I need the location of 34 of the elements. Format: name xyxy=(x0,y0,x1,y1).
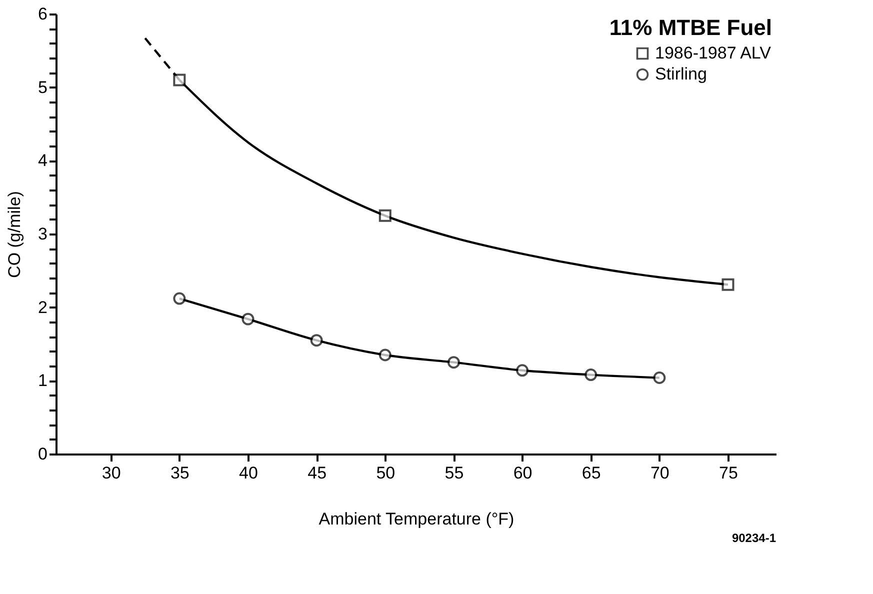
y-tick-label: 6 xyxy=(38,4,48,24)
text: 90234-1 xyxy=(732,531,776,545)
x-tick-label: 55 xyxy=(444,464,464,482)
legend-title: 11% MTBE Fuel xyxy=(609,15,772,40)
point xyxy=(173,292,186,305)
y-tick-label: 5 xyxy=(38,78,48,97)
x-tick-label: 45 xyxy=(308,464,327,482)
x-tick-label: 60 xyxy=(513,464,532,482)
y-tick-label: 0 xyxy=(38,444,48,464)
legend-label: 1986-1987 ALV xyxy=(655,44,772,62)
x-tick-label: 40 xyxy=(239,464,258,482)
x-tick-label: 30 xyxy=(102,464,121,482)
y-tick-label: 2 xyxy=(38,298,48,317)
point xyxy=(447,356,460,369)
point xyxy=(584,368,598,382)
y-axis-title: CO (g/mile) xyxy=(5,191,24,278)
x-tick-label: 65 xyxy=(582,464,601,482)
point xyxy=(516,364,529,377)
point xyxy=(173,74,186,86)
x-axis-title: Ambient Temperature (°F) xyxy=(318,510,514,528)
x-tick-label: 35 xyxy=(170,464,190,482)
y-tick-label: 4 xyxy=(38,151,48,170)
point xyxy=(310,334,323,347)
y-tick-label: 3 xyxy=(38,224,48,244)
point xyxy=(378,209,392,222)
point xyxy=(722,278,734,291)
point xyxy=(378,348,392,362)
point xyxy=(653,372,666,384)
legend-label: Stirling xyxy=(655,64,707,84)
point xyxy=(242,312,254,326)
x-tick-label: 70 xyxy=(650,464,670,482)
x-tick-label: 50 xyxy=(376,464,396,482)
x-tick-label: 75 xyxy=(719,464,738,482)
y-tick-label: 1 xyxy=(38,371,48,390)
